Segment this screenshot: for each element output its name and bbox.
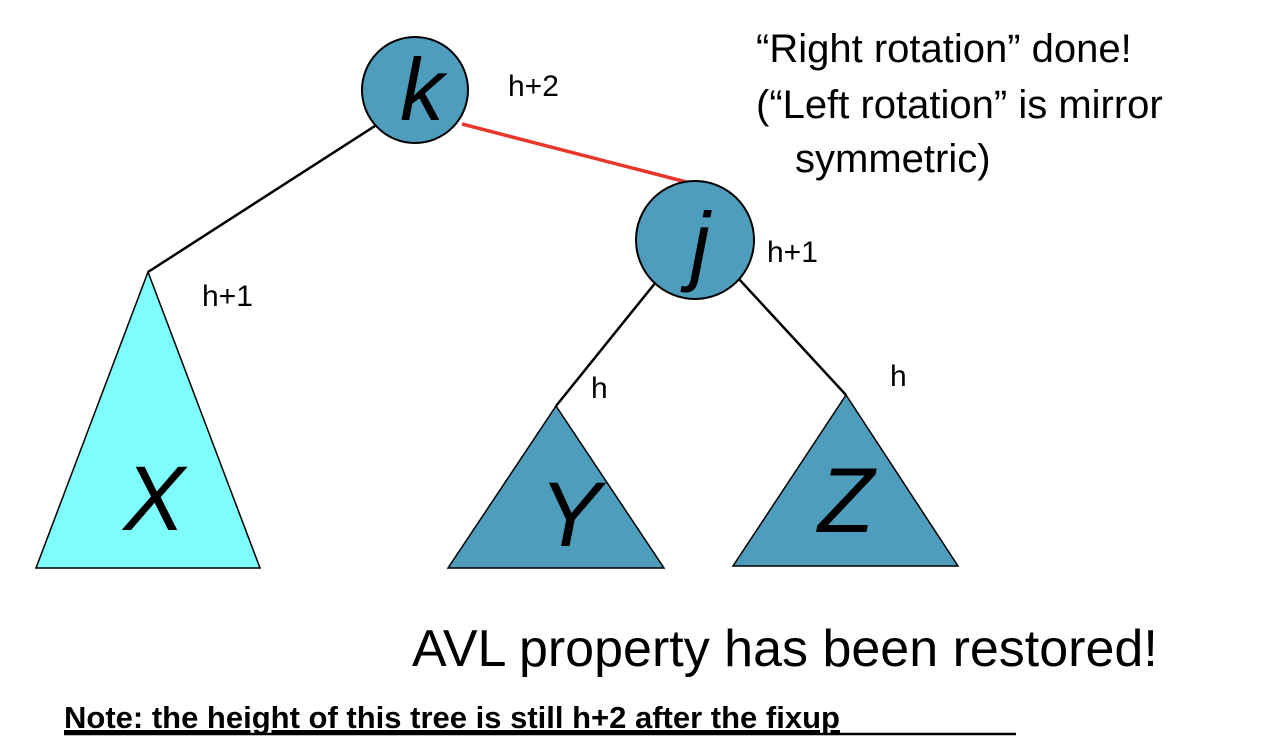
height-label-y: h <box>591 372 608 405</box>
subtree-y-triangle <box>446 404 666 569</box>
edge-k-j-highlighted <box>461 122 695 186</box>
subtree-x-label: X <box>121 448 188 550</box>
restored-message: AVL property has been restored! <box>412 620 1158 678</box>
height-label-k: h+2 <box>508 70 559 103</box>
callout-line-1: “Right rotation” done! <box>756 27 1132 71</box>
height-label-z: h <box>890 360 907 393</box>
subtree-z-label: Z <box>816 450 877 552</box>
subtree-z-triangle <box>731 393 960 567</box>
callout-line-2: (“Left rotation” is mirror <box>756 83 1163 127</box>
node-k-label: k <box>400 40 448 139</box>
node-k <box>361 36 469 144</box>
edge-j-y <box>555 281 657 407</box>
subtree-x-triangle <box>34 269 262 569</box>
subtree-y-label: Y <box>539 464 606 566</box>
height-label-x: h+1 <box>202 280 253 313</box>
node-j <box>635 180 755 300</box>
edge-k-x <box>147 122 379 274</box>
note-text: Note: the height of this tree is still h… <box>64 700 840 735</box>
height-label-j: h+1 <box>767 236 818 269</box>
callout-line-3: symmetric) <box>795 137 991 181</box>
edge-j-z <box>737 277 847 396</box>
